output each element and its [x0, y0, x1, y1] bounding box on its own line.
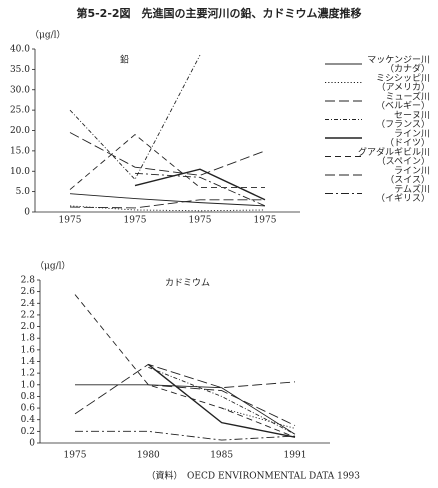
series-line	[148, 366, 296, 435]
legend-label: ライン川	[394, 129, 430, 140]
legend-country: （フランス）	[376, 119, 430, 130]
legend-country: （イギリス）	[376, 193, 430, 204]
legend-country: （スイス）	[385, 175, 430, 186]
y-tick-label: 1.8	[21, 334, 36, 344]
y-tick-label: 0.8	[21, 392, 36, 402]
y-tick-label: 20.0	[10, 126, 30, 136]
legend-label: ミシシッピ川	[376, 73, 430, 84]
y-tick-label: 15.0	[10, 146, 30, 156]
series-line	[69, 132, 266, 176]
series-line	[74, 294, 296, 438]
x-tick-label: 1975	[64, 451, 87, 461]
legend-country: （カナダ）	[385, 63, 430, 75]
series-line	[69, 205, 266, 212]
y-tick-label: 2.4	[21, 299, 36, 309]
legend-country: （ドイツ）	[385, 138, 430, 149]
series-line	[148, 384, 296, 426]
y-tick-label: 1.6	[21, 345, 36, 355]
y-tick-label: 10.0	[10, 167, 30, 177]
series-line	[74, 363, 296, 415]
x-tick-label: 1975	[59, 216, 82, 226]
x-tick-label: 1975	[124, 216, 147, 226]
x-tick-label: 1975	[254, 216, 277, 226]
y-tick-label: 0.4	[21, 415, 36, 425]
legend-country: （ベルギー）	[376, 101, 430, 112]
y-tick-label: 2.8	[21, 276, 36, 286]
y-tick-label: 0.2	[21, 427, 35, 437]
y-tick-label: 25.0	[10, 106, 30, 116]
x-tick-label: 1985	[210, 451, 233, 461]
y-tick-label: 1.4	[21, 357, 36, 367]
legend-label: セーヌ川	[394, 110, 430, 121]
legend-label: ミューズ川	[385, 91, 430, 103]
source-note: （資料） OECD ENVIRONMENTAL DATA 1993	[147, 470, 361, 482]
legend-country: （スペイン）	[377, 156, 430, 167]
figure-title: 第5-2-2図 先進国の主要河川の鉛、カドミウム濃度推移	[76, 6, 361, 20]
y-tick-label: 40.0	[10, 45, 30, 55]
x-tick-label: 1975	[189, 216, 212, 226]
y-tick-label: 2.0	[21, 322, 36, 332]
series-line	[69, 193, 266, 207]
x-tick-label: 1980	[137, 451, 160, 461]
y-tick-label: 0	[24, 208, 30, 218]
legend-label: ライン川	[394, 166, 430, 177]
y-axis-label: （μg/l）	[30, 30, 66, 41]
legend-label: テムズ川	[394, 183, 430, 195]
y-tick-label: 2.6	[21, 287, 36, 297]
legend-label: マッケンジー川	[367, 55, 430, 66]
y-tick-label: 1.2	[21, 369, 35, 379]
y-tick-label: 0.6	[21, 404, 36, 414]
y-tick-label: 30.0	[10, 85, 30, 95]
legend-label: グアダルギビル川	[358, 146, 430, 158]
x-tick-label: 1991	[284, 451, 307, 461]
panel-label: カドミウム	[165, 278, 210, 289]
series-line	[69, 133, 265, 190]
legend-country: （アメリカ）	[376, 82, 430, 93]
y-tick-label: 0	[29, 439, 35, 449]
series-line	[69, 199, 265, 209]
series-line	[147, 363, 296, 438]
series-line	[134, 168, 266, 201]
series-line	[75, 384, 296, 435]
y-axis-label: （μg/l）	[35, 261, 71, 272]
series-line	[69, 54, 201, 181]
series-line	[75, 430, 296, 441]
y-tick-label: 35.0	[10, 65, 30, 75]
panel-label: 鉛	[120, 54, 129, 66]
y-tick-label: 5.0	[16, 187, 31, 197]
y-tick-label: 2.2	[21, 310, 35, 320]
y-tick-label: 1.0	[21, 380, 36, 390]
series-line	[134, 172, 266, 207]
